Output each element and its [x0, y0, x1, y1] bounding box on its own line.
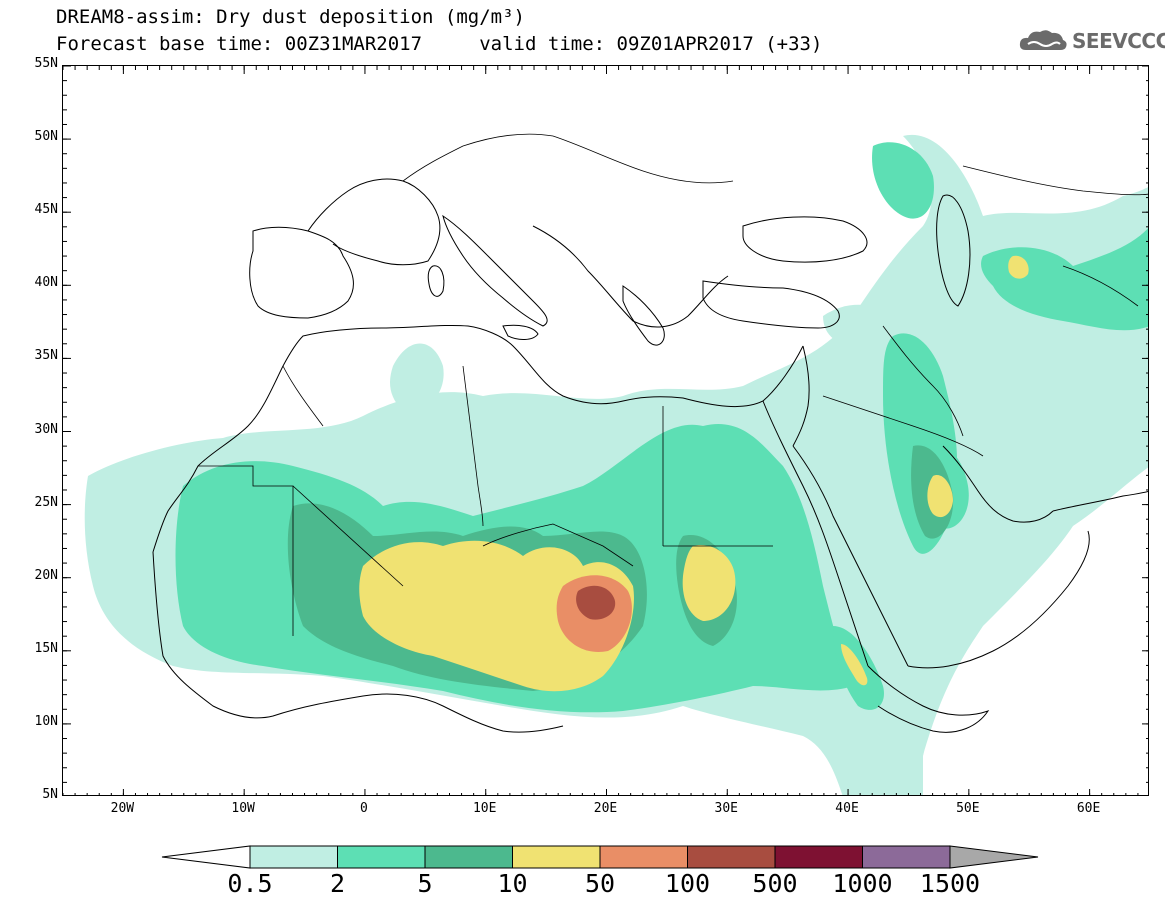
- arabia-south-coast: [907, 530, 1090, 669]
- lat-label-40n: 40N: [34, 275, 58, 291]
- colorbar-label: 0.5: [227, 869, 273, 898]
- lon-label-20e: 20E: [593, 801, 618, 816]
- map-panel: [62, 65, 1149, 796]
- border-central-asia: [962, 165, 1148, 196]
- dust-band-0-5-turkey: [823, 304, 906, 352]
- colorbar-box-0: [249, 845, 338, 869]
- border-niger-chad: [482, 523, 634, 567]
- lat-label-50n: 50N: [34, 129, 58, 145]
- border-afghanistan: [1062, 265, 1139, 307]
- border-europe-2: [552, 135, 734, 184]
- red-sea-west: [762, 400, 869, 667]
- lat-label-25n: 25N: [34, 494, 58, 510]
- lat-label-45n: 45N: [34, 202, 58, 218]
- lon-label-20w: 20W: [110, 801, 135, 816]
- dust-band-10-nile: [682, 545, 736, 621]
- red-sea-east: [792, 445, 909, 667]
- seevccc-logo: SEEVCCC: [1018, 28, 1165, 54]
- colorbar-label: 100: [664, 869, 711, 898]
- lon-label-0: 0: [360, 801, 368, 816]
- iran-coast: [1052, 490, 1148, 512]
- caspian-sea: [936, 194, 971, 307]
- logo-text: SEEVCCC: [1072, 29, 1165, 53]
- lat-label-10n: 10N: [34, 713, 58, 729]
- lon-label-40e: 40E: [835, 801, 859, 816]
- border-algeria-libya: [462, 365, 484, 527]
- turkey-coast: [702, 280, 840, 329]
- horn-of-africa: [867, 665, 990, 733]
- west-africa-coast: [152, 551, 564, 733]
- iberia-coast: [249, 226, 354, 319]
- persian-gulf: [942, 445, 1054, 523]
- lon-label-10e: 10E: [472, 801, 497, 816]
- sicily: [502, 324, 539, 340]
- lon-label-60e: 60E: [1076, 801, 1101, 816]
- colorbar-label: 50: [584, 869, 616, 898]
- colorbar-box-7: [862, 845, 951, 869]
- levant-coast: [792, 345, 810, 447]
- dust-band-2-iran: [981, 228, 1148, 331]
- dust-band-10: [359, 540, 634, 692]
- sardinia: [427, 265, 445, 297]
- colorbar-label: 5: [417, 869, 433, 898]
- italy-coast: [442, 214, 548, 327]
- axis-ticks: [63, 66, 1148, 795]
- france-coast: [307, 178, 441, 266]
- lon-label-10w: 10W: [231, 801, 255, 816]
- dust-band-0-5-north: [390, 343, 444, 412]
- lat-label-55n: 55N: [34, 56, 58, 71]
- lat-label-5n: 5N: [42, 787, 58, 802]
- border-europe-1: [402, 133, 554, 182]
- dust-band-2-caspian: [872, 142, 934, 219]
- dust-band-100: [576, 585, 616, 620]
- colorbar-box-6: [774, 845, 863, 869]
- colorbar-box-1: [337, 845, 426, 869]
- colorbar-box-2: [424, 845, 513, 869]
- dust-deposition-map: [63, 66, 1148, 795]
- lat-label-35n: 35N: [34, 348, 58, 364]
- map-title: DREAM8-assim: Dry dust deposition (mg/m³…: [56, 6, 525, 28]
- africa-northwest-coast: [152, 324, 804, 553]
- lat-label-20n: 20N: [34, 567, 58, 583]
- colorbar-label: 10: [497, 869, 528, 898]
- colorbar-low-arrow: [161, 845, 251, 869]
- lon-label-50e: 50E: [956, 801, 980, 816]
- cloud-icon: [1019, 30, 1067, 50]
- border-iraq-iran: [882, 325, 964, 437]
- border-morocco-algeria: [282, 365, 324, 427]
- border-mali-niger: [292, 485, 404, 587]
- colorbar-high-arrow: [949, 845, 1039, 869]
- colorbar-box-5: [687, 845, 776, 869]
- lat-label-30n: 30N: [34, 421, 58, 437]
- colorbar-box-4: [599, 845, 688, 869]
- border-saudi: [822, 395, 984, 457]
- balkans-coast: [532, 225, 729, 328]
- colorbar-label: 2: [329, 869, 346, 898]
- greece-coast: [622, 285, 665, 346]
- colorbar-box-3: [512, 845, 601, 869]
- dust-contour-fields: [84, 134, 1148, 795]
- dust-band-10-gulf: [927, 475, 953, 518]
- black-sea: [742, 216, 868, 263]
- colorbar-label: 1500: [919, 869, 981, 898]
- border-mauritania: [198, 465, 294, 636]
- dust-band-10-redsea: [841, 644, 868, 686]
- coastlines-and-borders: [152, 133, 1148, 733]
- dust-band-10-caspian: [1008, 255, 1029, 279]
- forecast-times: Forecast base time: 00Z31MAR2017 valid t…: [56, 33, 823, 55]
- colorbar-label: 500: [752, 869, 798, 898]
- lat-label-15n: 15N: [34, 640, 58, 656]
- colorbar-label: 1000: [832, 869, 893, 898]
- colorbar: [161, 845, 1039, 869]
- lon-label-30e: 30E: [714, 801, 738, 816]
